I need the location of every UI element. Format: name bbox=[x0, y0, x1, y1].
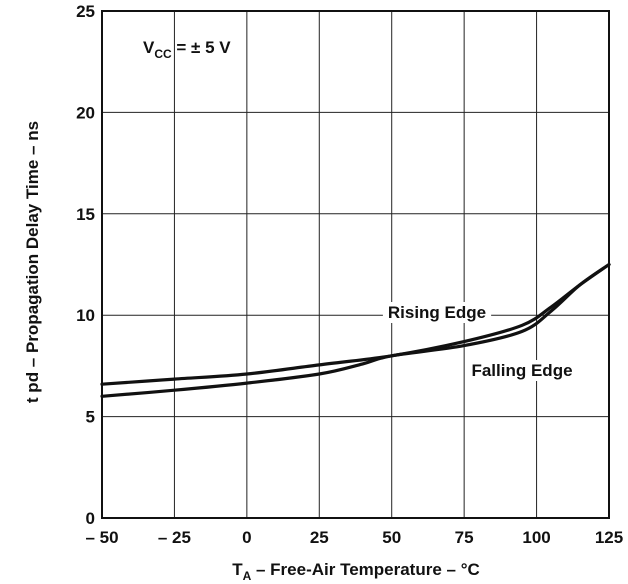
curves bbox=[100, 262, 611, 398]
y-tick-label: 25 bbox=[76, 2, 95, 21]
x-tick-label: – 50 bbox=[85, 528, 118, 547]
x-tick-label: 50 bbox=[382, 528, 401, 547]
rising-edge-label: Rising Edge bbox=[388, 303, 486, 322]
x-tick-label: 25 bbox=[310, 528, 329, 547]
tick-labels: – 50 – 25 0 25 50 75 100 125 0 5 10 15 20 25 bbox=[76, 2, 623, 547]
x-tick-label: 75 bbox=[455, 528, 474, 547]
y-tick-label: 20 bbox=[76, 103, 95, 122]
x-tick-label: 125 bbox=[595, 528, 623, 547]
y-tick-label: 10 bbox=[76, 306, 95, 325]
y-tick-label: 0 bbox=[86, 509, 95, 528]
x-tick-label: 0 bbox=[242, 528, 251, 547]
rising-edge-label-background bbox=[382, 302, 492, 323]
x-tick-label: – 25 bbox=[158, 528, 191, 547]
series-labels: Rising Edge Falling Edge bbox=[382, 302, 578, 381]
y-axis-label: t pd – Propagation Delay Time – ns bbox=[23, 121, 42, 403]
y-tick-label: 15 bbox=[76, 205, 95, 224]
falling-edge-label: Falling Edge bbox=[471, 361, 572, 380]
vcc-annotation: VCC = ± 5 V bbox=[143, 38, 231, 61]
falling-edge-label-background bbox=[466, 360, 578, 381]
x-axis-label: TA – Free-Air Temperature – °C bbox=[232, 560, 480, 583]
grid bbox=[101, 10, 610, 519]
falling-edge-curve bbox=[100, 262, 611, 398]
plot-frame bbox=[101, 10, 610, 519]
y-tick-label: 5 bbox=[86, 408, 95, 427]
x-tick-label: 100 bbox=[522, 528, 550, 547]
